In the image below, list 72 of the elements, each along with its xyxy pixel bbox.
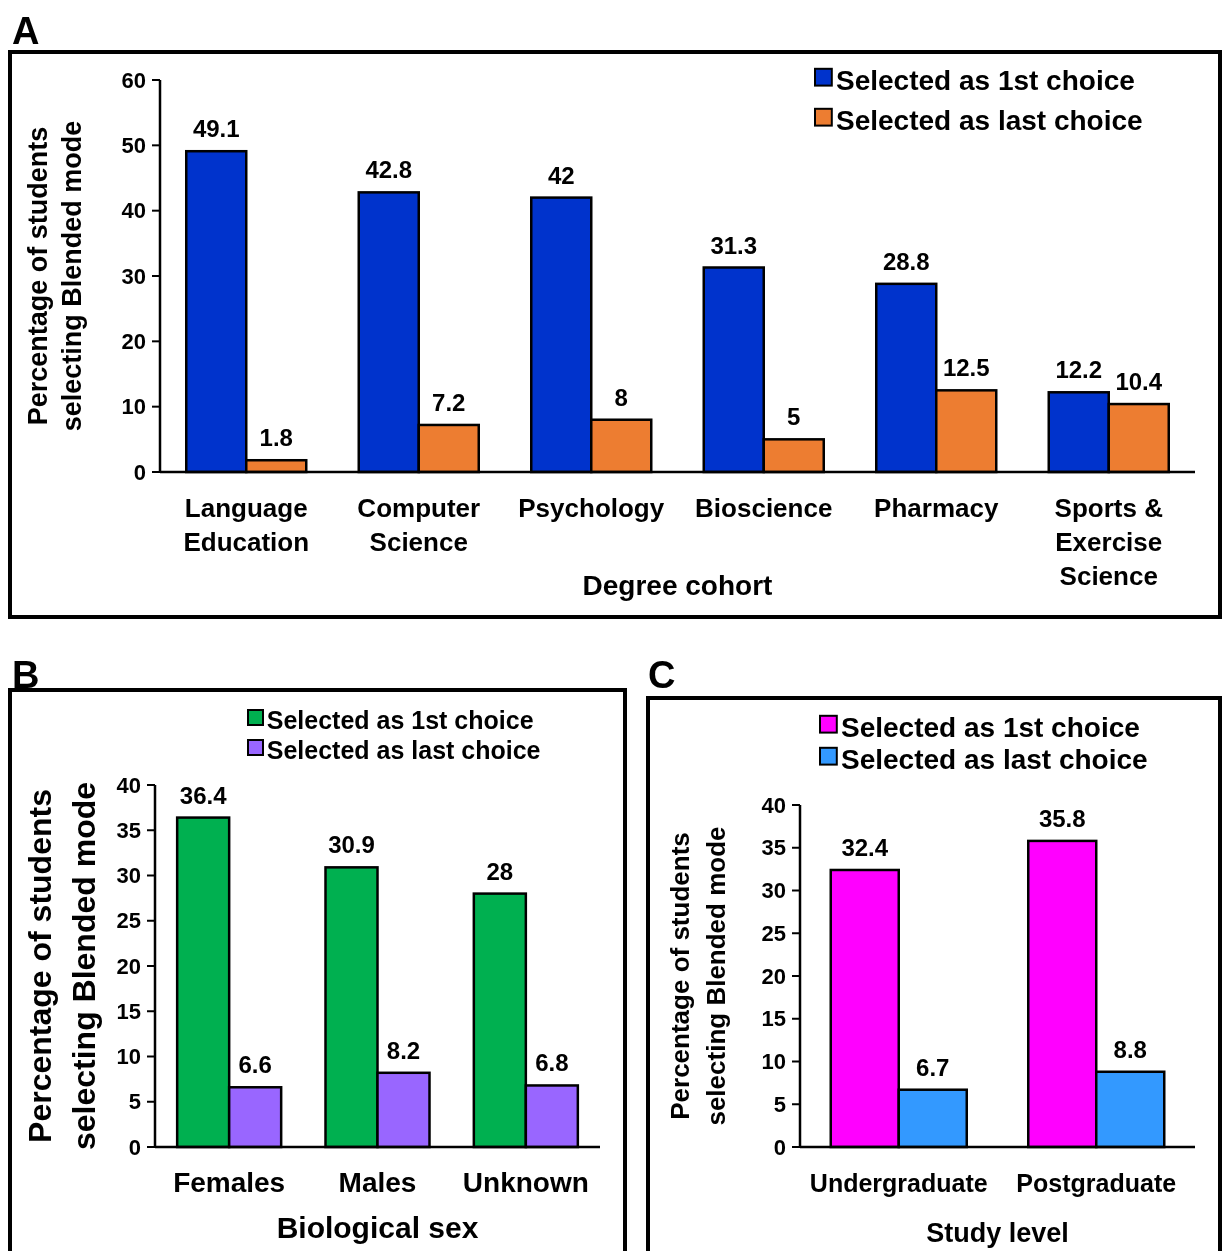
y-tick-label: 10 [121, 394, 146, 420]
y-tick-label: 30 [116, 863, 141, 889]
data-label: 42.8 [365, 156, 413, 184]
y-tick-label: 10 [116, 1044, 141, 1070]
y-axis-title: Percentage of students selecting Blended mode [23, 120, 88, 432]
data-label: 36.4 [179, 781, 228, 809]
chart-title: A [12, 10, 40, 52]
data-label: 6.7 [916, 1053, 950, 1081]
x-tick-label: Pharmacy [874, 493, 999, 523]
legend-label: Selected as 1st choice [836, 64, 1135, 96]
x-tick-label: Bioscience [695, 493, 833, 523]
legend-label: Selected as last choice [836, 104, 1143, 136]
y-tick-label: 5 [128, 1089, 141, 1115]
data-label: 6.8 [535, 1049, 569, 1077]
y-tick-label: 30 [121, 263, 146, 289]
y-tick-label: 40 [761, 792, 786, 818]
x-tick-label: Females [173, 1167, 286, 1198]
y-axis-title: Percentage of students selecting Blended mode [665, 826, 732, 1126]
data-label: 49.1 [192, 115, 240, 143]
x-tick-label: Language Education [183, 493, 310, 557]
y-tick-label: 40 [116, 772, 141, 798]
data-label: 8 [614, 383, 628, 411]
data-label: 1.8 [259, 424, 293, 452]
y-tick-label: 20 [761, 963, 786, 989]
chart-title: C [648, 654, 676, 696]
data-label: 8.8 [1113, 1035, 1147, 1063]
data-label: 28 [486, 857, 514, 885]
chart-title: B [12, 654, 40, 696]
x-tick-label: Males [338, 1167, 417, 1198]
x-tick-label: Postgraduate [1016, 1169, 1177, 1197]
data-label: 30.9 [328, 831, 375, 859]
y-tick-label: 20 [121, 329, 146, 355]
data-label: 42 [547, 161, 575, 189]
data-label: 12.5 [942, 354, 990, 382]
x-tick-label: Sports & Exercise Science [1054, 493, 1163, 591]
y-tick-label: 20 [116, 953, 141, 979]
legend-label: Selected as 1st choice [841, 711, 1140, 743]
y-tick-label: 35 [761, 835, 786, 861]
x-tick-label: Computer Science [357, 493, 481, 557]
x-axis-title: Biological sex [276, 1211, 479, 1244]
data-label: 28.8 [882, 247, 930, 275]
y-tick-label: 5 [773, 1091, 786, 1117]
y-tick-label: 10 [761, 1049, 786, 1075]
y-tick-label: 15 [761, 1006, 786, 1032]
data-label: 6.6 [238, 1051, 272, 1079]
x-axis-title: Study level [926, 1218, 1069, 1248]
data-label: 10.4 [1115, 368, 1163, 396]
x-tick-label: Psychology [518, 493, 665, 523]
data-label: 12.2 [1055, 356, 1103, 384]
data-label: 32.4 [841, 833, 889, 861]
y-tick-label: 0 [133, 459, 146, 485]
y-axis-title: Percentage of students selecting Blended mode [22, 781, 103, 1151]
legend-label: Selected as 1st choice [266, 705, 534, 734]
x-tick-label: Undergraduate [809, 1169, 988, 1197]
data-label: 31.3 [710, 231, 758, 259]
legend-label: Selected as last choice [266, 735, 541, 764]
data-label: 7.2 [432, 388, 466, 416]
y-tick-label: 0 [128, 1134, 141, 1160]
y-tick-label: 25 [116, 908, 141, 934]
y-tick-label: 15 [116, 998, 141, 1024]
data-label: 35.8 [1038, 804, 1086, 832]
y-tick-label: 40 [121, 198, 146, 224]
x-axis-title: Degree cohort [582, 570, 773, 601]
y-tick-label: 35 [116, 817, 141, 843]
y-tick-label: 60 [121, 67, 146, 93]
y-tick-label: 50 [121, 133, 146, 159]
y-tick-label: 30 [761, 878, 786, 904]
x-tick-label: Unknown [462, 1167, 589, 1198]
y-tick-label: 25 [761, 920, 786, 946]
y-tick-label: 0 [773, 1134, 786, 1160]
data-label: 8.2 [386, 1036, 421, 1064]
legend-label: Selected as last choice [841, 743, 1148, 775]
